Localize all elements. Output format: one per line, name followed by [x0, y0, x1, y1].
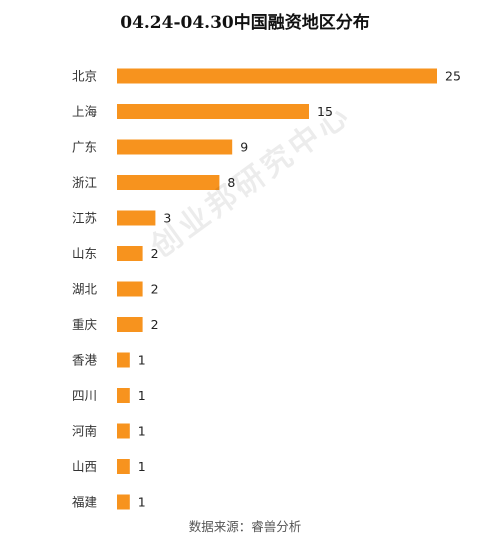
- category-label: 福建: [72, 495, 98, 510]
- data-label: 8: [227, 175, 235, 190]
- bar: [117, 459, 130, 474]
- category-label: 四川: [72, 388, 97, 403]
- data-label: 3: [163, 211, 171, 226]
- data-label: 1: [138, 459, 146, 474]
- category-label: 浙江: [72, 175, 97, 190]
- category-label: 广东: [72, 140, 97, 155]
- chart-title: 04.24-04.30中国融资地区分布: [120, 13, 370, 33]
- bar: [117, 175, 220, 190]
- data-label: 1: [138, 388, 146, 403]
- bar: [117, 494, 130, 510]
- bar: [117, 210, 156, 226]
- bar: [117, 352, 130, 368]
- data-label: 2: [151, 246, 159, 261]
- bar: [117, 388, 130, 403]
- category-label: 江苏: [72, 211, 97, 226]
- category-label: 重庆: [72, 317, 98, 332]
- category-label: 上海: [72, 104, 98, 119]
- bar: [117, 281, 143, 297]
- data-label: 1: [138, 495, 146, 510]
- data-label: 25: [445, 69, 461, 84]
- bar: [117, 139, 233, 155]
- category-label: 北京: [72, 69, 97, 84]
- bar: [117, 104, 309, 119]
- bar: [117, 68, 437, 84]
- bar: [117, 246, 143, 261]
- bar: [117, 317, 143, 332]
- data-label: 9: [240, 140, 248, 155]
- data-label: 1: [138, 353, 146, 368]
- category-label: 山东: [72, 246, 97, 261]
- data-label: 15: [317, 104, 333, 119]
- data-label: 2: [151, 317, 159, 332]
- data-label: 1: [138, 424, 146, 439]
- category-label: 香港: [72, 353, 98, 368]
- source-note: 数据来源：睿兽分析: [188, 519, 302, 534]
- category-label: 山西: [72, 459, 97, 474]
- category-label: 湖北: [72, 282, 98, 297]
- bar: [117, 423, 130, 439]
- data-label: 2: [151, 282, 159, 297]
- category-label: 河南: [72, 424, 97, 439]
